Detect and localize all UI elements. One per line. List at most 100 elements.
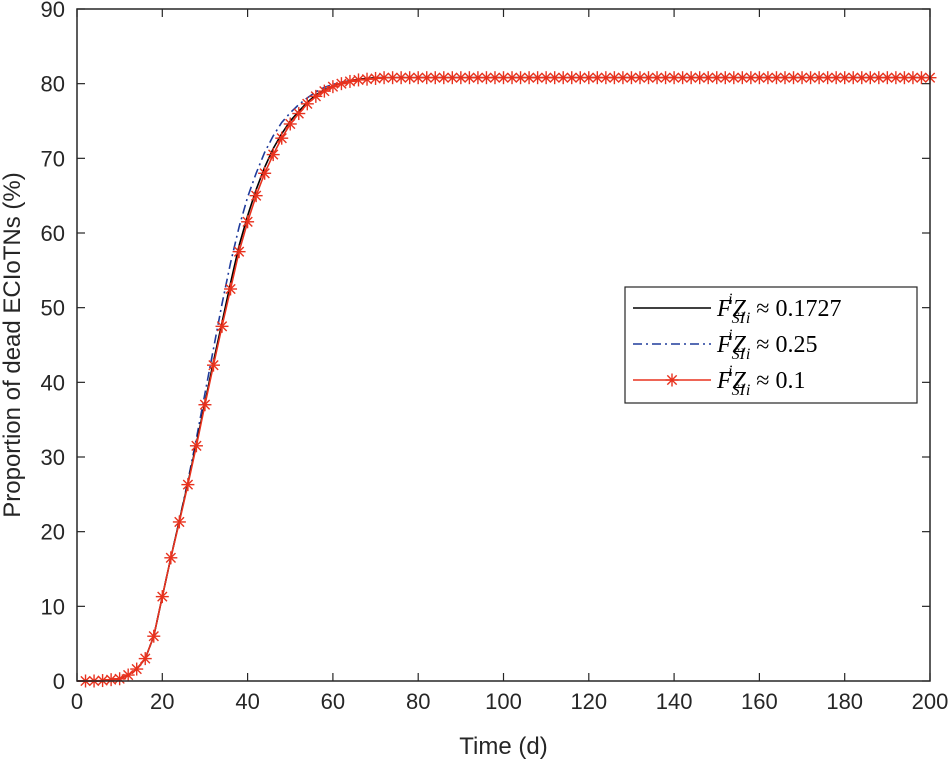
star-stroke xyxy=(575,72,586,83)
series-3-marker xyxy=(121,668,135,682)
star-stroke xyxy=(779,72,791,83)
legend-text-part: Z xyxy=(732,332,746,358)
legend-label-3: FSIiZi ≈ 0.1 xyxy=(716,363,805,399)
star-stroke xyxy=(344,76,356,87)
star-stroke xyxy=(566,72,577,83)
legend-text-part: ≈ 0.1 xyxy=(750,368,805,394)
legend-text-part: SI xyxy=(732,310,746,327)
star-stroke xyxy=(361,74,373,85)
series-3-marker xyxy=(275,131,289,145)
star-stroke xyxy=(668,72,680,83)
star-stroke xyxy=(558,72,569,83)
series-3-marker xyxy=(872,71,886,85)
star-stroke xyxy=(293,108,304,119)
series-3-marker xyxy=(249,189,263,203)
series-3-marker xyxy=(172,515,186,529)
y-tick-label: 60 xyxy=(41,221,65,246)
star-stroke xyxy=(907,72,919,83)
star-stroke xyxy=(404,72,415,83)
star-stroke xyxy=(762,72,774,83)
series-3-marker xyxy=(369,71,383,85)
series-3-marker xyxy=(701,71,715,85)
series-3-marker xyxy=(258,166,272,180)
star-stroke xyxy=(225,283,236,295)
star-stroke xyxy=(157,591,168,602)
legend-text-part: i xyxy=(728,363,732,380)
star-stroke xyxy=(310,91,322,102)
star-stroke xyxy=(796,72,808,83)
star-stroke xyxy=(532,72,543,83)
series-3-marker xyxy=(633,71,647,85)
star-stroke xyxy=(651,72,663,83)
x-tick-label: 40 xyxy=(235,689,259,714)
legend-text-part: F xyxy=(716,332,732,358)
star-stroke xyxy=(634,72,646,83)
star-stroke xyxy=(259,168,270,179)
legend-text-part: i xyxy=(746,382,750,399)
star-stroke xyxy=(515,72,526,83)
star-stroke xyxy=(660,72,671,83)
series-3-marker xyxy=(735,71,749,85)
legend-text-part: F xyxy=(716,368,732,394)
star-stroke xyxy=(754,72,765,83)
legend-text-part: Z xyxy=(732,296,746,322)
star-stroke xyxy=(447,72,458,83)
star-stroke xyxy=(319,85,330,97)
y-tick-label: 80 xyxy=(41,72,65,97)
star-stroke xyxy=(242,216,253,227)
series-3-marker xyxy=(616,71,630,85)
star-stroke xyxy=(711,72,722,83)
star-stroke xyxy=(250,190,262,201)
series-3-marker xyxy=(659,71,673,85)
series-3-marker xyxy=(411,71,425,85)
series-3-marker xyxy=(454,71,468,85)
series-3-marker xyxy=(232,245,246,259)
x-tick-label: 160 xyxy=(741,689,778,714)
legend-label-2: FSIiZi ≈ 0.25 xyxy=(716,327,817,363)
series-3-marker xyxy=(795,71,809,85)
series-line-2 xyxy=(77,76,930,682)
star-stroke xyxy=(583,72,594,83)
star-stroke xyxy=(387,72,398,83)
legend-text-part: ≈ 0.25 xyxy=(750,332,817,358)
star-stroke xyxy=(455,72,467,83)
star-stroke xyxy=(703,72,714,83)
star-stroke xyxy=(873,72,884,83)
series-3-marker xyxy=(863,71,877,85)
star-stroke xyxy=(336,78,347,89)
y-tick-label: 90 xyxy=(41,0,65,22)
series-3-marker xyxy=(334,77,348,91)
star-stroke xyxy=(609,72,620,83)
legend-label-1: FSIiZi ≈ 0.1727 xyxy=(716,291,841,327)
series-3-marker xyxy=(505,71,519,85)
star-stroke xyxy=(771,72,782,83)
x-tick-label: 180 xyxy=(826,689,863,714)
series-3-marker xyxy=(241,215,255,229)
legend-text-part: SI xyxy=(732,346,746,363)
series-3-marker xyxy=(206,358,220,372)
series-3-marker xyxy=(360,72,374,86)
series-3-marker xyxy=(906,71,920,85)
star-stroke xyxy=(617,72,629,83)
star-stroke xyxy=(890,72,902,83)
star-stroke xyxy=(822,72,833,83)
star-stroke xyxy=(182,479,194,490)
star-stroke xyxy=(174,516,185,528)
series-3-marker xyxy=(684,71,698,85)
series-3-marker xyxy=(599,71,613,85)
legend-marker xyxy=(665,373,679,387)
star-stroke xyxy=(199,399,211,410)
star-stroke xyxy=(123,669,134,681)
x-tick-label: 140 xyxy=(656,689,693,714)
y-axis-label: Proportion of dead ECIoTNs (%) xyxy=(0,172,26,517)
x-tick-label: 200 xyxy=(912,689,949,714)
star-stroke xyxy=(540,72,552,83)
star-stroke xyxy=(899,72,910,83)
star-stroke xyxy=(208,359,219,371)
star-stroke xyxy=(720,72,731,83)
series-3-marker xyxy=(198,398,212,412)
series-3-marker xyxy=(224,282,238,296)
y-tick-label: 20 xyxy=(41,520,65,545)
star-stroke xyxy=(216,321,228,332)
